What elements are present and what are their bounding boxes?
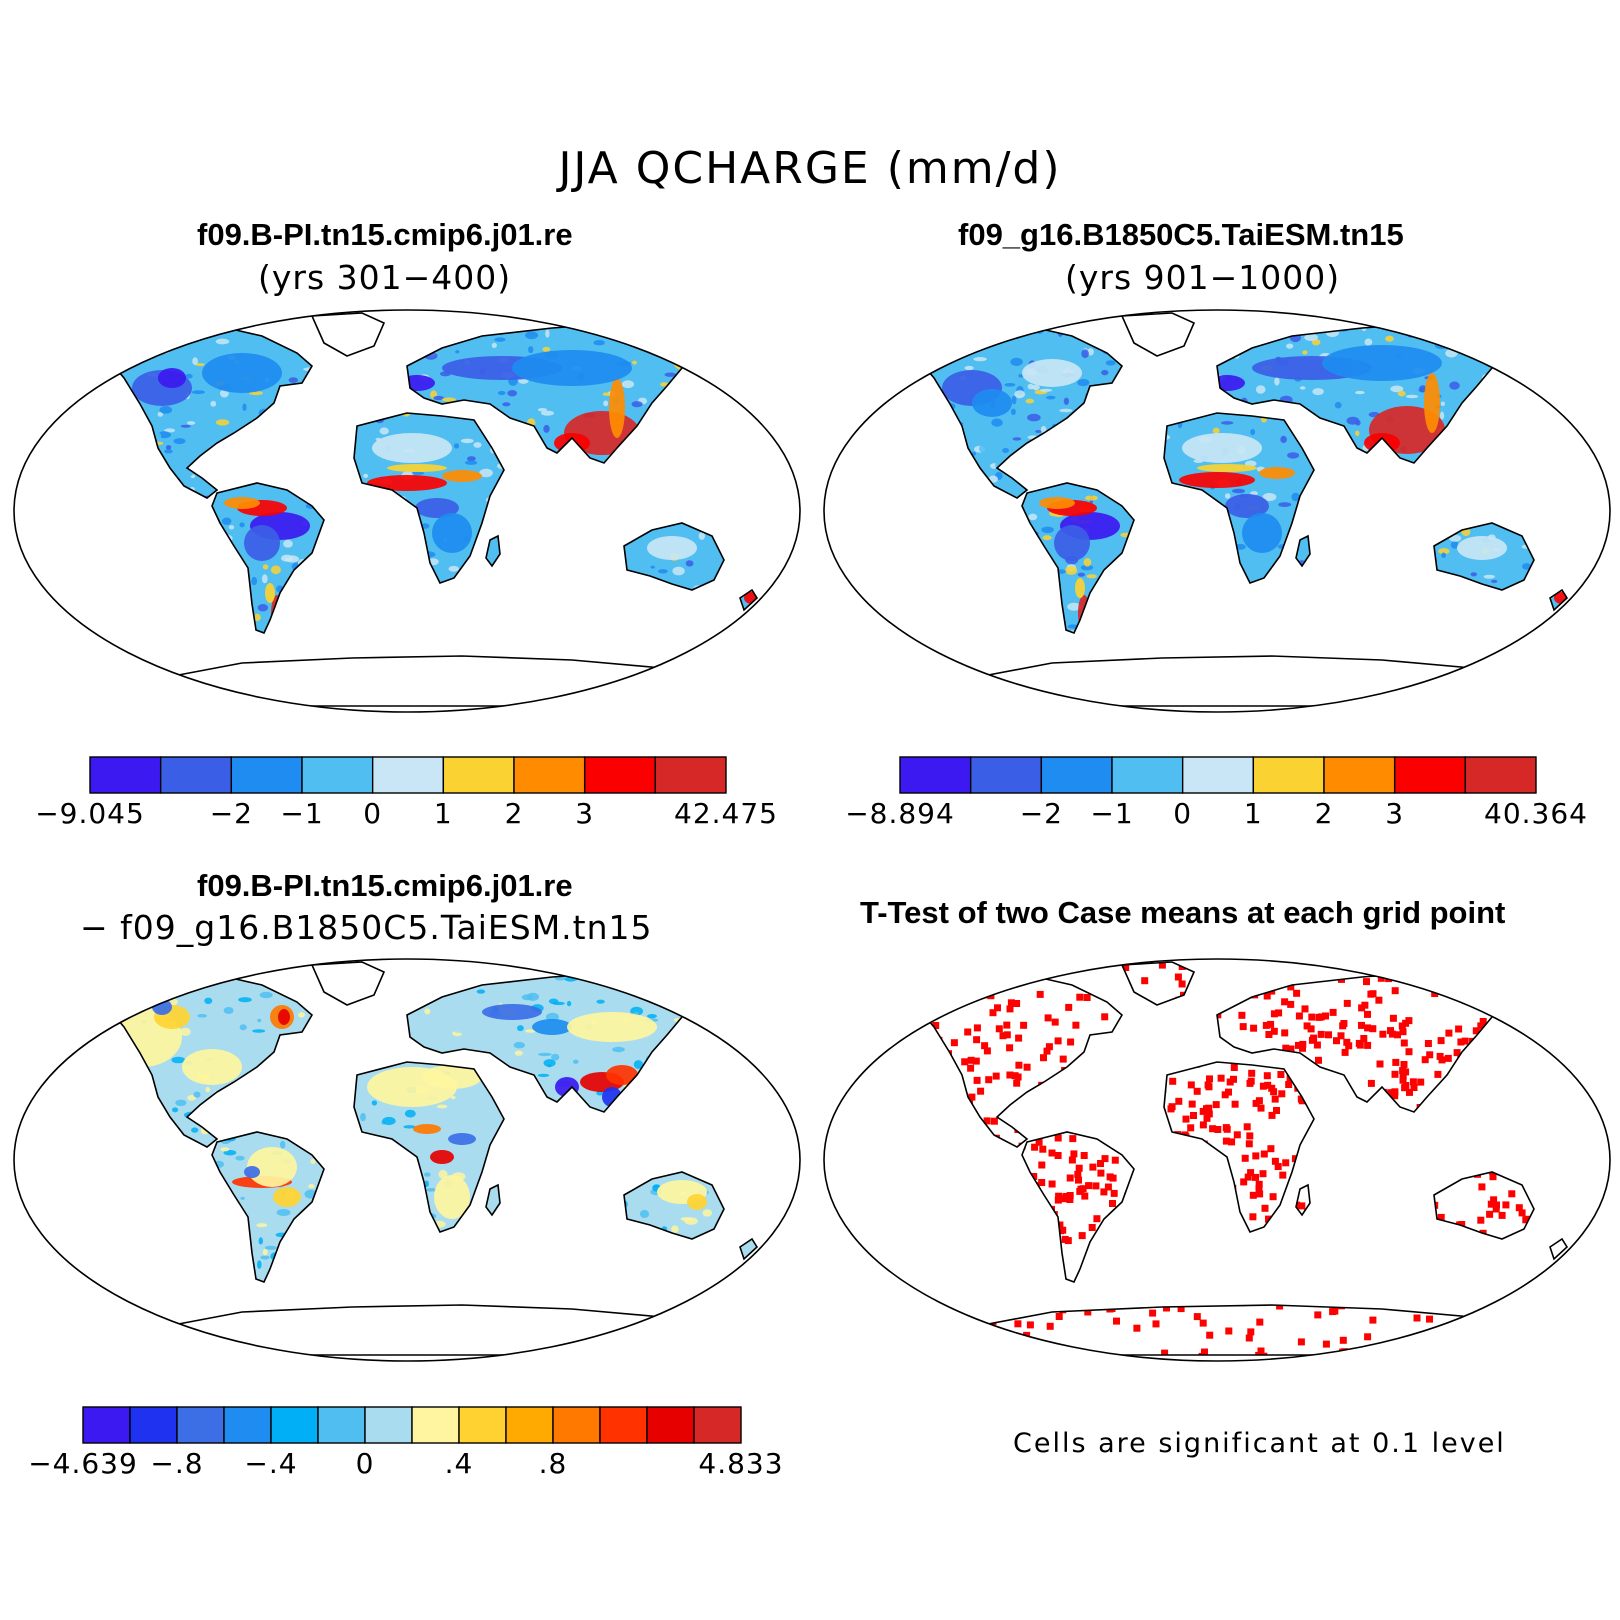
colorbar-swatch [371,756,445,794]
panel1-title: f09.B-PI.tn15.cmip6.j01.re [197,217,573,252]
panel2-title: f09_g16.B1850C5.TaiESM.tn15 [958,217,1404,252]
colorbar-swatch [1181,756,1255,794]
colorbar-swatch [654,756,727,794]
colorbar-swatch [899,756,972,794]
colorbar-swatch [82,1406,131,1444]
colorbar-tick-label: −2 [209,797,253,830]
colorbar-tick-label: 2 [1314,797,1334,830]
colorbar-swatch [89,756,162,794]
panel4-title: T-Test of two Case means at each grid po… [860,895,1506,930]
colorbar-tick-label: 3 [1385,797,1405,830]
colorbar-swatch [301,756,374,794]
colorbar-swatch [270,1406,319,1444]
colorbar-swatch [442,756,515,794]
colorbar-tick-label: 0 [363,797,383,830]
panel1-subtitle: (yrs 301−400) [258,258,512,297]
colorbar-swatch [513,756,586,794]
colorbar-swatch [230,756,303,794]
colorbar-tick-label: 4.833 [698,1447,784,1480]
panel3-subtitle: − f09_g16.B1850C5.TaiESM.tn15 [80,908,653,947]
colorbar-swatch [223,1406,272,1444]
colorbar-swatch [969,756,1043,794]
colorbar-swatch [1393,756,1467,794]
colorbar-tick-label: 40.364 [1484,797,1588,830]
colorbar-swatch [1111,756,1184,794]
colorbar-tick-label: −9.045 [35,797,145,830]
colorbar-swatch [505,1406,554,1444]
colorbar-tick-label: −8.894 [845,797,955,830]
colorbar-tick-label: 0 [355,1447,375,1480]
colorbar-tick-label: −.4 [244,1447,298,1480]
panel1-map [13,309,801,713]
figure-title: JJA QCHARGE (mm/d) [558,143,1062,194]
panel2-colorbar [899,756,1537,794]
colorbar-tick-label: −1 [1090,797,1134,830]
colorbar-tick-label: .4 [444,1447,474,1480]
colorbar-tick-label: 3 [575,797,595,830]
panel2-map [823,309,1611,713]
colorbar-swatch [176,1406,225,1444]
colorbar-tick-label: −.8 [150,1447,204,1480]
colorbar-swatch [1040,756,1113,794]
colorbar-swatch [129,1406,178,1444]
colorbar-swatch [1252,756,1325,794]
colorbar-swatch [693,1406,742,1444]
colorbar-tick-label: −2 [1019,797,1063,830]
colorbar-swatch [552,1406,601,1444]
panel3-colorbar [82,1406,742,1444]
colorbar-swatch [1464,756,1537,794]
colorbar-swatch [317,1406,366,1444]
panel4-note: Cells are significant at 0.1 level [1013,1428,1506,1459]
colorbar-tick-label: 42.475 [674,797,778,830]
colorbar-swatch [411,1406,460,1444]
colorbar-swatch [583,756,657,794]
panel1-colorbar [89,756,727,794]
colorbar-swatch [646,1406,695,1444]
colorbar-swatch [364,1406,413,1444]
colorbar-tick-label: 1 [1243,797,1263,830]
colorbar-tick-label: −1 [280,797,324,830]
colorbar-tick-label: 2 [504,797,524,830]
colorbar-tick-label: 0 [1173,797,1193,830]
colorbar-tick-label: 1 [433,797,453,830]
panel3-map [13,958,801,1362]
colorbar-swatch [599,1406,648,1444]
panel2-subtitle: (yrs 901−1000) [1065,258,1341,297]
colorbar-tick-label: −4.639 [28,1447,138,1480]
panel3-title: f09.B-PI.tn15.cmip6.j01.re [197,868,573,903]
colorbar-tick-label: .8 [538,1447,568,1480]
colorbar-swatch [159,756,233,794]
colorbar-swatch [458,1406,507,1444]
panel4-map [823,958,1611,1362]
colorbar-swatch [1323,756,1396,794]
